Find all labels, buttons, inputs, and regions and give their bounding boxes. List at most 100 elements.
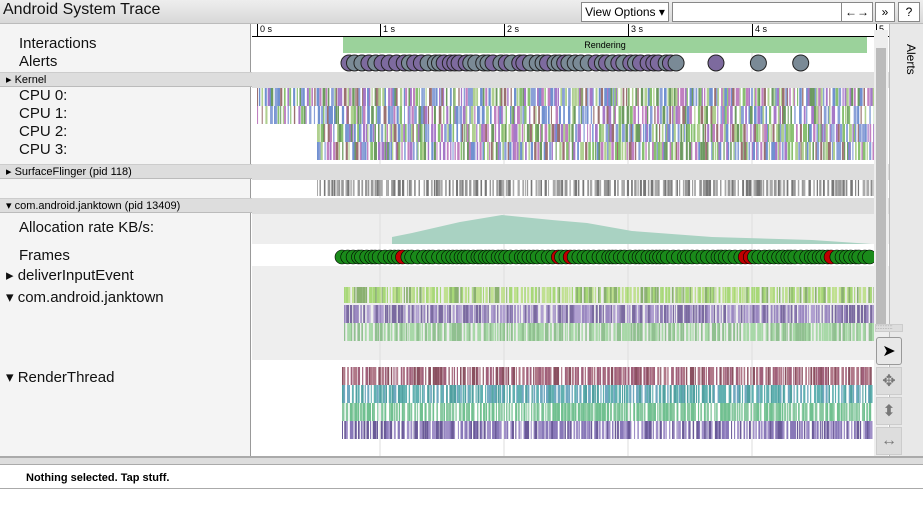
cpu0-slice — [612, 88, 615, 106]
panel-resizer[interactable] — [0, 458, 923, 465]
help-button[interactable]: ? — [898, 2, 920, 22]
cpu0-slice — [763, 88, 766, 106]
renderthread-slice — [481, 385, 484, 403]
renderthread-slice — [360, 421, 363, 439]
renderthread-slice — [731, 421, 733, 439]
cpu2-slice — [416, 124, 420, 142]
cpu1-slice — [790, 106, 792, 124]
cpu2-slice — [397, 124, 401, 142]
cpu2-slice — [322, 124, 325, 142]
alerts-tab[interactable]: Alerts — [904, 44, 918, 75]
toolbox-drag-handle[interactable]: :::::::::: — [875, 324, 903, 332]
renderthread-slice — [548, 421, 552, 439]
forward-button[interactable]: » — [875, 2, 895, 22]
janktown-thread-label[interactable]: ▾ com.android.janktown — [6, 289, 164, 306]
renderthread-slice — [538, 421, 542, 439]
renderthread-slice — [771, 421, 774, 439]
select-arrow-icon[interactable]: ➤ — [876, 337, 902, 365]
cpu3-slice — [730, 142, 732, 160]
pan-icon[interactable]: ✥ — [876, 367, 902, 395]
surfaceflinger-slice — [713, 180, 716, 196]
search-input[interactable] — [672, 2, 842, 22]
nav-arrows-button[interactable]: ←→ — [841, 2, 873, 22]
surfaceflinger-slice — [317, 180, 319, 196]
renderthread-slice — [863, 421, 865, 439]
janktown-slice — [553, 323, 557, 341]
cpu2-slice — [687, 124, 691, 142]
renderthread-slice — [396, 403, 398, 421]
deliver-input-event-label[interactable]: ▸ deliverInputEvent — [6, 267, 134, 284]
timeline-tracks[interactable]: Rendering — [252, 37, 889, 456]
janktown-band — [252, 198, 889, 214]
janktown-slice — [701, 323, 703, 341]
renderthread-slice — [511, 421, 514, 439]
renderthread-slice — [591, 385, 595, 403]
renderthread-slice — [577, 367, 580, 385]
renderthread-slice — [868, 403, 872, 421]
cpu1-slice — [514, 106, 516, 124]
view-options-button[interactable]: View Options ▾ — [581, 2, 669, 22]
janktown-slice — [388, 323, 390, 341]
renderthread-slice — [382, 385, 385, 403]
cpu0-slice — [732, 88, 735, 106]
renderthread-label[interactable]: ▾ RenderThread — [6, 369, 115, 386]
renderthread-slice — [686, 367, 688, 385]
renderthread-slice — [658, 385, 662, 403]
janktown-slice — [872, 305, 875, 323]
cpu1-slice — [305, 106, 307, 124]
renderthread-slice — [691, 403, 694, 421]
surfaceflinger-slice — [731, 180, 734, 196]
time-ruler[interactable]: 0 s 1 s 2 s 3 s 4 s 5 s — [252, 24, 889, 44]
cpu0-slice — [644, 88, 648, 106]
cpu3-slice — [795, 142, 798, 160]
janktown-slice — [586, 305, 590, 323]
janktown-slice — [639, 323, 642, 341]
janktown-slice — [615, 287, 618, 303]
renderthread-slice — [836, 367, 839, 385]
timing-icon[interactable]: ↔ — [876, 427, 902, 455]
janktown-slice — [755, 305, 759, 323]
renderthread-slice — [662, 385, 666, 403]
renderthread-slice — [868, 421, 871, 439]
cpu3-slice — [549, 142, 552, 160]
cpu3-slice — [598, 142, 601, 160]
cpu3-slice — [421, 142, 425, 160]
cpu1-slice — [806, 106, 808, 124]
surfaceflinger-slice — [668, 180, 671, 196]
janktown-slice — [713, 323, 717, 341]
janktown-slice — [706, 305, 709, 323]
renderthread-slice — [827, 367, 829, 385]
renderthread-slice — [851, 421, 853, 439]
cpu3-slice — [800, 142, 803, 160]
renderthread-slice — [806, 421, 810, 439]
cpu3-slice — [777, 142, 781, 160]
renderthread-slice — [614, 367, 617, 385]
renderthread-slice — [602, 367, 606, 385]
cpu3-slice — [355, 142, 359, 160]
janktown-slice — [548, 287, 550, 303]
janktown-slice — [598, 323, 601, 341]
janktown-slice — [576, 287, 579, 303]
timeline-canvas[interactable] — [252, 37, 889, 456]
zoom-icon[interactable]: ⬍ — [876, 397, 902, 425]
janktown-slice — [465, 305, 469, 323]
cpu1-slice — [818, 106, 820, 124]
surfaceflinger-slice — [561, 180, 564, 196]
renderthread-slice — [606, 403, 610, 421]
surfaceflinger-slice — [578, 180, 580, 196]
janktown-slice — [827, 287, 830, 303]
renderthread-slice — [637, 421, 639, 439]
rendering-interaction-bar[interactable]: Rendering — [343, 37, 867, 53]
cpu2-slice — [682, 124, 685, 142]
scrollbar-thumb[interactable] — [876, 48, 886, 328]
renderthread-slice — [554, 403, 558, 421]
renderthread-slice — [505, 367, 507, 385]
cpu0-slice — [771, 88, 774, 106]
renderthread-slice — [705, 385, 708, 403]
cpu3-slice — [705, 142, 708, 160]
janktown-slice — [734, 305, 736, 323]
janktown-slice — [461, 287, 464, 303]
janktown-slice — [478, 305, 482, 323]
janktown-slice — [506, 287, 508, 303]
renderthread-slice — [542, 421, 545, 439]
